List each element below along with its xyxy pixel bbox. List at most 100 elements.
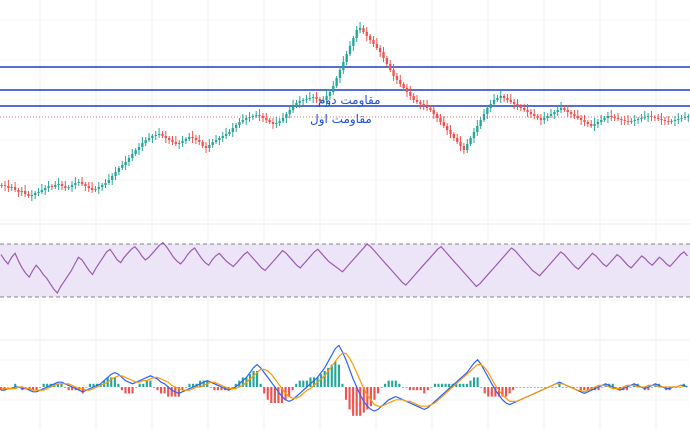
- candle-body: [315, 97, 318, 99]
- candle-body: [512, 102, 516, 104]
- candle-body: [134, 150, 137, 154]
- macd-hist-bar: [352, 387, 355, 416]
- macd-hist-bar: [444, 383, 447, 387]
- macd-hist-bar: [572, 387, 575, 388]
- candle-body: [124, 162, 127, 165]
- macd-hist-bar: [398, 383, 401, 387]
- macd-hist-bar: [362, 387, 365, 413]
- macd-hist-bar: [512, 387, 515, 391]
- macd-hist-bar: [305, 380, 308, 387]
- candle-body: [358, 28, 362, 30]
- candle-body: [422, 104, 425, 106]
- candle-body: [549, 114, 553, 116]
- candle-body: [590, 124, 593, 126]
- candle-body: [516, 104, 519, 106]
- macd-hist-bar: [234, 383, 237, 387]
- macd-hist-bar: [551, 387, 554, 388]
- macd-hist-bar: [231, 387, 234, 388]
- candle-body: [479, 120, 482, 126]
- macd-hist-bar: [416, 387, 419, 391]
- macd-hist-bar: [170, 387, 173, 397]
- candle-body: [188, 137, 191, 139]
- candle-body: [164, 136, 167, 138]
- macd-hist-bar: [437, 383, 440, 387]
- candle-body: [402, 84, 405, 88]
- candle-body: [238, 122, 241, 125]
- price-panel: مقاومت دوم مقاومت اول: [0, 22, 690, 201]
- candle-body: [620, 119, 623, 120]
- candle-body: [663, 120, 667, 121]
- macd-hist-bar: [412, 387, 415, 391]
- candle-body: [372, 40, 375, 44]
- macd-hist-bar: [191, 383, 195, 387]
- macd-hist-bar: [63, 387, 67, 388]
- macd-hist-bar: [163, 387, 166, 394]
- candle-body: [486, 108, 489, 114]
- macd-hist-bar: [156, 387, 159, 391]
- candle-body: [174, 142, 178, 144]
- candle-body: [449, 130, 452, 134]
- macd-hist-bar: [554, 387, 557, 388]
- macd-hist-bar: [458, 383, 461, 387]
- candle-body: [606, 116, 610, 118]
- candle-body: [57, 184, 60, 185]
- candle-body: [509, 100, 512, 102]
- macd-hist-bar: [576, 387, 579, 388]
- candle-body: [265, 118, 268, 120]
- candle-body: [181, 141, 184, 143]
- candle-body: [322, 100, 325, 101]
- candle-body: [100, 185, 104, 187]
- candle-body: [167, 138, 171, 140]
- candle-body: [30, 195, 33, 196]
- macd-hist-bar: [334, 361, 337, 387]
- candle-body: [214, 140, 218, 142]
- candle-body: [633, 120, 636, 121]
- macd-hist-bar: [355, 387, 358, 416]
- candle-body: [271, 122, 275, 124]
- candle-body: [318, 99, 322, 101]
- macd-hist-bar: [24, 387, 27, 388]
- candle-body: [502, 96, 506, 98]
- macd-hist-bar: [252, 371, 255, 387]
- candle-body: [342, 62, 345, 70]
- candle-body: [20, 191, 23, 192]
- macd-hist-bar: [35, 387, 38, 391]
- candle-body: [201, 142, 204, 146]
- macd-hist-bar: [270, 387, 273, 403]
- macd-hist-bar: [544, 387, 547, 388]
- candle-body: [94, 189, 97, 190]
- macd-hist-bar: [487, 387, 490, 397]
- candle-body: [37, 192, 40, 193]
- candle-body: [569, 112, 573, 114]
- candle-body: [338, 70, 342, 78]
- candle-body: [556, 110, 559, 112]
- candle-body: [543, 118, 546, 120]
- macd-hist-bar: [540, 387, 543, 388]
- candle-body: [70, 185, 74, 187]
- macd-hist-bar: [10, 387, 13, 388]
- macd-hist-bar: [298, 380, 301, 387]
- macd-hist-bar: [288, 387, 291, 397]
- candle-body: [425, 106, 429, 108]
- candle-body: [161, 134, 164, 136]
- candle-body: [17, 190, 20, 192]
- candle-body: [660, 119, 663, 120]
- macd-hist-bar: [615, 387, 618, 388]
- macd-hist-bar: [127, 387, 131, 394]
- candle-body: [519, 106, 523, 108]
- candle-body: [117, 168, 121, 172]
- macd-hist-bar: [46, 383, 49, 387]
- candle-body: [0, 185, 3, 186]
- macd-hist-bar: [480, 387, 483, 388]
- candle-body: [603, 118, 606, 120]
- macd-hist-bar: [469, 380, 472, 387]
- candle-body: [553, 112, 556, 114]
- macd-hist-bar: [586, 387, 589, 391]
- candle-body: [147, 138, 151, 140]
- macd-hist-bar: [344, 387, 348, 400]
- candle-body: [412, 96, 415, 100]
- candle-body: [27, 194, 30, 196]
- candle-body: [529, 112, 533, 114]
- candle-body: [600, 120, 603, 122]
